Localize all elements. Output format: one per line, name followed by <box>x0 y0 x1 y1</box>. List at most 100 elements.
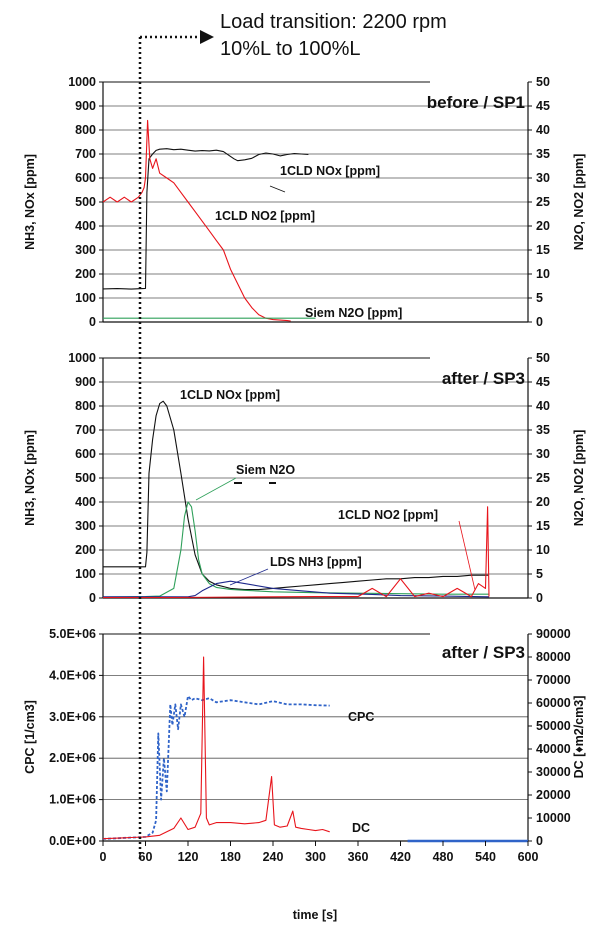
leader-line <box>458 520 476 591</box>
series-annotation: 1CLD NO2 [ppm] <box>215 209 315 223</box>
x-axis-label: time [s] <box>293 908 337 922</box>
y2-tick-label: 20 <box>536 495 550 509</box>
transition-arrow-line <box>138 35 200 860</box>
y2-tick-label: 50 <box>536 75 550 89</box>
y2-tick-label: 40 <box>536 123 550 137</box>
y-tick-label: 300 <box>75 519 96 533</box>
y-tick-label: 900 <box>75 375 96 389</box>
y2-tick-label: 50 <box>536 351 550 365</box>
y-tick-label: 5.0E+06 <box>49 627 96 641</box>
x-tick-label: 60 <box>139 850 153 864</box>
y2-tick-label: 10000 <box>536 811 571 825</box>
series-line-lds-nh3-ppm <box>103 580 490 598</box>
y-tick-label: 800 <box>75 123 96 137</box>
series-annotation: DC <box>352 821 370 835</box>
series-annotation: 1CLD NOx [ppm] <box>280 164 380 178</box>
y2-tick-label: 70000 <box>536 673 571 687</box>
y-tick-label: 700 <box>75 147 96 161</box>
series-line-1cld-nox-ppm <box>103 400 489 591</box>
x-tick-label: 540 <box>475 850 496 864</box>
x-tick-label: 360 <box>348 850 369 864</box>
y2-tick-label: 35 <box>536 147 550 161</box>
y2-tick-label: 40000 <box>536 742 571 756</box>
y2-tick-label: 60000 <box>536 696 571 710</box>
y2-tick-label: 5 <box>536 291 543 305</box>
headline-line2: 10%L to 100%L <box>220 38 360 60</box>
y2-tick-label: 15 <box>536 519 550 533</box>
y2-tick-label: 10 <box>536 543 550 557</box>
y2-tick-label: 15 <box>536 243 550 257</box>
x-tick-label: 180 <box>220 850 241 864</box>
y2-tick-label: 50000 <box>536 719 571 733</box>
x-tick-label: 120 <box>178 850 199 864</box>
y2-axis-label: N2O, NO2 [ppm] <box>572 154 586 251</box>
y2-tick-label: 45 <box>536 99 550 113</box>
y2-tick-label: 80000 <box>536 650 571 664</box>
series-line-cpc <box>102 695 330 840</box>
y2-tick-label: 10 <box>536 267 550 281</box>
y-tick-label: 0.0E+00 <box>49 834 96 848</box>
x-tick-label: 600 <box>518 850 539 864</box>
y2-tick-label: 90000 <box>536 627 571 641</box>
y-tick-label: 2.0E+06 <box>49 751 96 765</box>
leader-line <box>269 185 286 193</box>
y-tick-label: 800 <box>75 399 96 413</box>
x-tick-label: 300 <box>305 850 326 864</box>
x-tick-label: 420 <box>390 850 411 864</box>
x-tick-label: 0 <box>100 850 107 864</box>
y-tick-label: 300 <box>75 243 96 257</box>
series-annotation: 1CLD NOx [ppm] <box>180 388 280 402</box>
y-tick-label: 700 <box>75 423 96 437</box>
series-line-1cld-no2-ppm <box>102 119 291 322</box>
annotation-leaders <box>195 185 476 591</box>
chart-panel-2: 0 100 200 300 400 500 600 700 800 900 1000 0 5 10 15 20… <box>23 351 586 605</box>
y-tick-label: 1.0E+06 <box>49 793 96 807</box>
y2-tick-label: 30000 <box>536 765 571 779</box>
x-axis: 0 60 120 180 240 300 360 420 480 540 600 <box>100 841 539 864</box>
y2-tick-label: 35 <box>536 423 550 437</box>
series-annotation: 1CLD NO2 [ppm] <box>338 508 438 522</box>
x-tick-label: 240 <box>263 850 284 864</box>
chart-panels: 0100200300400500600700800900100005101520… <box>23 75 586 848</box>
y-tick-label: 1000 <box>68 75 96 89</box>
y2-tick-label: 45 <box>536 375 550 389</box>
y-tick-label: 0 <box>89 591 96 605</box>
y-tick-label: 600 <box>75 171 96 185</box>
x-tick-label: 480 <box>433 850 454 864</box>
series-annotation: Siem N2O <box>236 463 295 477</box>
series-line-siem-n2o <box>102 501 489 598</box>
y2-tick-label: 0 <box>536 834 543 848</box>
series-annotation: Siem N2O [ppm] <box>305 306 402 320</box>
y2-tick-label: 0 <box>536 591 543 605</box>
y2-tick-label: 0 <box>536 315 543 329</box>
y-axis-label: NH3, NOx [ppm] <box>23 154 37 250</box>
y-tick-label: 400 <box>75 495 96 509</box>
transition-arrow-head <box>200 30 214 44</box>
y-tick-label: 600 <box>75 447 96 461</box>
leader-line <box>229 568 269 586</box>
panel-title: after / SP3 <box>442 643 525 662</box>
y-tick-label: 3.0E+06 <box>49 710 96 724</box>
chart-panel-3: 0.0E+00 1.0E+06 2.0E+06 3.0E+06 4.0E+06 5.0E+… <box>23 627 586 848</box>
y-tick-label: 100 <box>75 567 96 581</box>
panel-title: after / SP3 <box>442 369 525 388</box>
y2-tick-label: 20000 <box>536 788 571 802</box>
y2-axis-label: N2O, NO2 [ppm] <box>572 430 586 527</box>
y-tick-label: 100 <box>75 291 96 305</box>
y-tick-label: 4.0E+06 <box>49 668 96 682</box>
y2-tick-label: 20 <box>536 219 550 233</box>
y-tick-label: 900 <box>75 99 96 113</box>
series-line-1cld-no2-ppm <box>103 506 490 599</box>
y2-tick-label: 5 <box>536 567 543 581</box>
y2-tick-label: 25 <box>536 471 550 485</box>
y-axis-label: CPC [1/cm3] <box>23 700 37 774</box>
panel-title: before / SP1 <box>427 93 525 112</box>
y2-axis-label: DC [♦m2/cm3] <box>572 696 586 779</box>
y-tick-label: 200 <box>75 267 96 281</box>
series-line-1cld-nox-ppm <box>102 148 309 290</box>
leader-line <box>195 477 237 501</box>
series-annotation: CPC <box>348 710 374 724</box>
y-tick-label: 500 <box>75 195 96 209</box>
y-tick-label: 400 <box>75 219 96 233</box>
